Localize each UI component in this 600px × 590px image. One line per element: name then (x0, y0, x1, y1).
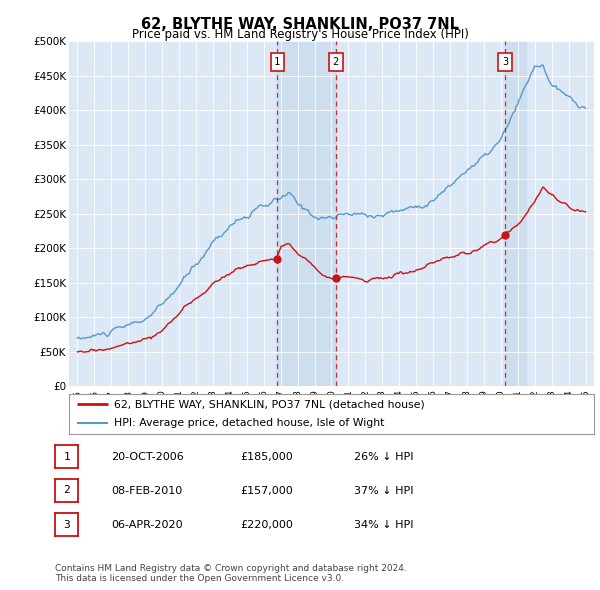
Text: 62, BLYTHE WAY, SHANKLIN, PO37 7NL (detached house): 62, BLYTHE WAY, SHANKLIN, PO37 7NL (deta… (113, 399, 424, 409)
Text: 2: 2 (63, 486, 70, 495)
Text: 1: 1 (274, 57, 280, 67)
Text: 06-APR-2020: 06-APR-2020 (111, 520, 182, 530)
Text: 3: 3 (502, 57, 508, 67)
Text: 26% ↓ HPI: 26% ↓ HPI (354, 453, 413, 462)
Text: 37% ↓ HPI: 37% ↓ HPI (354, 486, 413, 496)
Text: HPI: Average price, detached house, Isle of Wight: HPI: Average price, detached house, Isle… (113, 418, 384, 428)
Text: £185,000: £185,000 (240, 453, 293, 462)
Text: £220,000: £220,000 (240, 520, 293, 530)
Text: £157,000: £157,000 (240, 486, 293, 496)
Text: 62, BLYTHE WAY, SHANKLIN, PO37 7NL: 62, BLYTHE WAY, SHANKLIN, PO37 7NL (141, 17, 459, 31)
Text: 08-FEB-2010: 08-FEB-2010 (111, 486, 182, 496)
Text: 20-OCT-2006: 20-OCT-2006 (111, 453, 184, 462)
Text: Contains HM Land Registry data © Crown copyright and database right 2024.
This d: Contains HM Land Registry data © Crown c… (55, 563, 407, 583)
Text: 2: 2 (332, 57, 339, 67)
Bar (277, 41, 336, 386)
Bar (505, 41, 526, 386)
Text: Price paid vs. HM Land Registry's House Price Index (HPI): Price paid vs. HM Land Registry's House … (131, 28, 469, 41)
Text: 34% ↓ HPI: 34% ↓ HPI (354, 520, 413, 530)
Text: 1: 1 (63, 452, 70, 461)
Text: 3: 3 (63, 520, 70, 529)
